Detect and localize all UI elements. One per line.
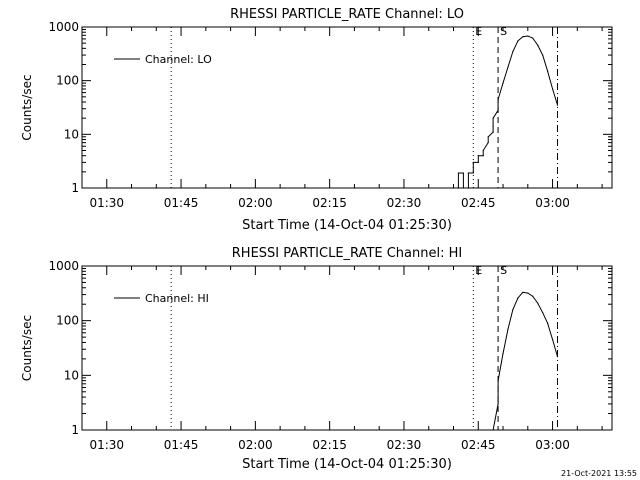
- chart-title: RHESSI PARTICLE_RATE Channel: HI: [232, 246, 462, 261]
- data-point: [497, 98, 499, 100]
- data-point: [517, 40, 519, 42]
- data-point: [547, 70, 549, 72]
- data-point: [507, 328, 509, 330]
- data-point: [556, 104, 559, 106]
- y-tick-label: 1000: [48, 20, 79, 34]
- data-point: [537, 302, 539, 304]
- data-point: [502, 352, 504, 355]
- data-point: [477, 161, 479, 163]
- y-tick-label: 10: [64, 127, 79, 141]
- chart-title: RHESSI PARTICLE_RATE Channel: LO: [230, 7, 464, 22]
- data-point: [487, 136, 489, 138]
- data-point: [482, 149, 484, 152]
- y-tick-label: 1: [71, 181, 79, 195]
- x-tick-label: 02:00: [238, 438, 273, 452]
- data-point: [527, 35, 529, 37]
- data-point: [457, 172, 460, 174]
- data-point: [532, 295, 534, 297]
- x-tick-label: 02:30: [387, 196, 422, 210]
- data-point: [547, 322, 549, 324]
- data-point: [492, 117, 494, 119]
- data-point: [462, 187, 465, 189]
- data-point: [467, 187, 469, 189]
- data-point: [462, 172, 465, 174]
- x-tick-label: 01:45: [164, 196, 199, 210]
- x-tick-label: 01:30: [89, 196, 124, 210]
- y-tick-label: 1000: [48, 259, 79, 273]
- marker-label: E: [475, 264, 482, 277]
- data-point: [512, 308, 514, 311]
- data-point: [492, 429, 494, 431]
- data-point: [527, 292, 529, 294]
- x-axis-label: Start Time (14-Oct-04 01:25:30): [242, 457, 452, 472]
- x-tick-label: 02:00: [238, 196, 273, 210]
- data-point: [502, 82, 504, 84]
- data-point: [472, 161, 474, 163]
- data-point: [517, 297, 519, 299]
- data-point: [522, 291, 524, 293]
- data-point: [532, 37, 534, 39]
- x-tick-label: 02:15: [312, 196, 347, 210]
- x-tick-label: 02:45: [461, 196, 496, 210]
- data-point: [487, 142, 489, 144]
- marker-label: E: [475, 25, 482, 38]
- marker-label: S: [500, 264, 507, 277]
- legend-label: Channel: HI: [145, 292, 209, 305]
- data-point: [477, 155, 479, 157]
- data-point: [472, 172, 474, 174]
- data-point: [556, 356, 559, 358]
- plot-frame: [81, 26, 613, 189]
- x-axis-label: Start Time (14-Oct-04 01:25:30): [242, 218, 452, 233]
- data-point: [457, 187, 460, 189]
- data-point: [497, 403, 499, 405]
- series-line: [492, 291, 558, 431]
- x-tick-label: 03:00: [535, 438, 570, 452]
- data-point: [537, 44, 539, 46]
- x-tick-label: 01:45: [164, 438, 199, 452]
- y-axis-label: Counts/sec: [20, 315, 34, 381]
- data-point: [551, 339, 554, 341]
- y-tick-label: 10: [64, 368, 79, 382]
- legend-label: Channel: LO: [145, 53, 212, 66]
- y-axis-label: Counts/sec: [20, 74, 34, 140]
- x-tick-label: 02:45: [461, 438, 496, 452]
- x-tick-label: 02:30: [387, 438, 422, 452]
- hi-channel-panel: RHESSI PARTICLE_RATE Channel: HI 1 10 100 10…: [20, 246, 613, 472]
- data-point: [542, 54, 544, 56]
- data-point: [542, 312, 544, 314]
- y-tick-label: 100: [56, 74, 79, 88]
- lo-channel-panel: RHESSI PARTICLE_RATE Channel: LO 1 10 100 10…: [20, 7, 613, 233]
- data-point: [467, 172, 469, 174]
- data-point: [482, 155, 484, 157]
- y-tick-label: 1: [71, 423, 79, 437]
- footer-timestamp: 21-Oct-2021 13:55: [561, 469, 637, 478]
- x-tick-label: 01:30: [89, 438, 124, 452]
- data-point: [497, 109, 499, 111]
- x-tick-label: 03:00: [535, 196, 570, 210]
- data-point: [512, 50, 514, 53]
- plot-frame: [81, 265, 613, 431]
- data-point: [507, 66, 509, 68]
- data-point: [522, 36, 524, 38]
- marker-label: S: [500, 25, 507, 38]
- data-point: [492, 131, 494, 133]
- data-point: [492, 125, 494, 128]
- data-point: [497, 380, 499, 382]
- x-tick-label: 02:15: [312, 438, 347, 452]
- data-point: [551, 88, 554, 90]
- y-tick-label: 100: [56, 314, 79, 328]
